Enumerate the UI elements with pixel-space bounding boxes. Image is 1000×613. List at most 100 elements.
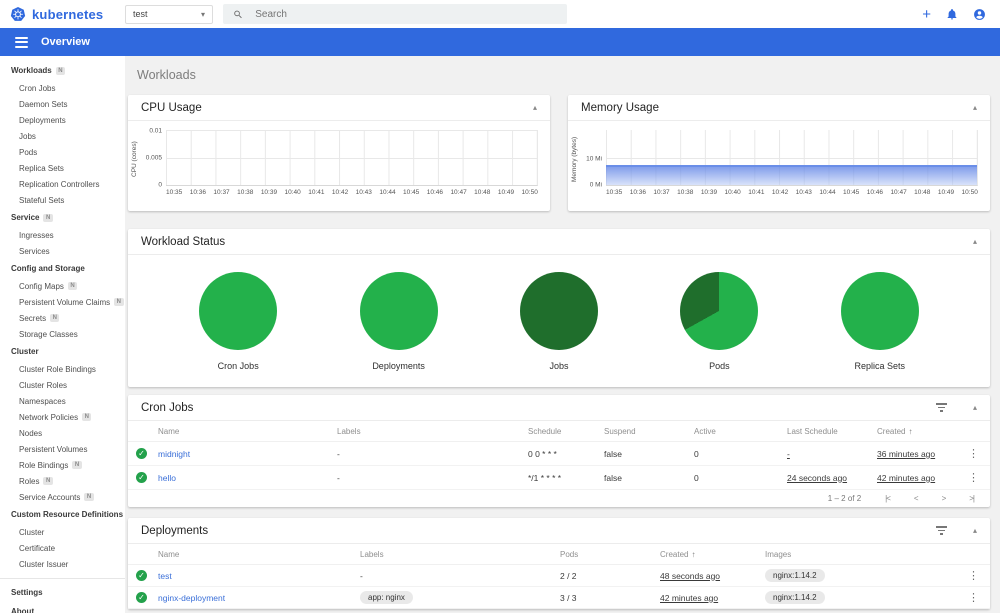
- sidebar-item-jobs[interactable]: Jobs: [19, 131, 36, 141]
- cron-job-link[interactable]: midnight: [158, 448, 191, 459]
- collapse-icon[interactable]: ▴: [972, 403, 977, 412]
- deployments-table-header: Name Labels Pods Created ↑ Images: [128, 544, 990, 565]
- image-chip: nginx:1.14.2: [765, 569, 825, 582]
- sidebar-item-nodes[interactable]: Nodes: [19, 428, 43, 438]
- namespaced-badge: N: [82, 413, 92, 421]
- collapse-icon[interactable]: ▴: [972, 103, 977, 112]
- collapse-icon[interactable]: ▴: [532, 103, 537, 112]
- sidebar-item-service-accounts[interactable]: Service Accounts N: [0, 489, 125, 505]
- memory-usage-title: Memory Usage: [581, 101, 659, 114]
- sidebar-section-config-and-storage[interactable]: Config and Storage: [11, 264, 85, 273]
- sidebar-item-cluster-role-bindings[interactable]: Cluster Role Bindings: [19, 364, 96, 374]
- column-name[interactable]: Name: [158, 549, 180, 559]
- page-breadcrumb: Overview: [41, 36, 90, 48]
- memory-usage-card: Memory Usage ▴ Memory (bytes) 10 Mi 0 Mi…: [568, 95, 990, 211]
- memory-y-axis-label: Memory (bytes): [571, 136, 578, 182]
- labels-cell: -: [360, 570, 363, 581]
- sidebar-item-role-bindings[interactable]: Role Bindings N: [0, 457, 125, 473]
- y-tick: 0.01: [149, 127, 162, 135]
- sidebar-item-ingresses[interactable]: Ingresses: [19, 230, 54, 240]
- column-name[interactable]: Name: [158, 426, 180, 436]
- kebab-menu-icon[interactable]: ⋮: [968, 448, 979, 460]
- sidebar-item-config-maps[interactable]: Config Maps N: [0, 278, 125, 294]
- first-page-icon[interactable]: |<: [885, 494, 891, 503]
- sidebar-section-workloads[interactable]: Workloads N: [0, 61, 125, 80]
- check-circle-icon: ✓: [136, 472, 147, 483]
- y-tick: 0: [158, 181, 162, 189]
- menu-icon[interactable]: [15, 36, 28, 48]
- cron-jobs-table-header: Name Labels Schedule Suspend Active Last…: [128, 421, 990, 442]
- sidebar-item-settings[interactable]: Settings: [11, 588, 43, 597]
- sidebar-item-cron-jobs[interactable]: Cron Jobs: [19, 83, 56, 93]
- deployment-link[interactable]: test: [158, 570, 172, 581]
- cron-jobs-pie-chart: [199, 271, 278, 350]
- collapse-icon[interactable]: ▴: [972, 237, 977, 246]
- top-bar: kubernetes test ▾ +: [0, 0, 1000, 28]
- sidebar-item-services[interactable]: Services: [19, 246, 50, 256]
- sidebar-item-replica-sets[interactable]: Replica Sets: [19, 163, 64, 173]
- status-pie-cron-jobs: Cron Jobs: [199, 271, 278, 371]
- sidebar-section-cluster[interactable]: Cluster: [11, 347, 39, 356]
- sidebar-item-cluster-issuer[interactable]: Cluster Issuer: [19, 559, 69, 569]
- kebab-menu-icon[interactable]: ⋮: [968, 592, 979, 604]
- column-labels[interactable]: Labels: [360, 549, 384, 559]
- column-suspend: Suspend: [604, 426, 636, 436]
- column-created[interactable]: Created ↑: [660, 549, 696, 559]
- sidebar-item-pods[interactable]: Pods: [19, 147, 38, 157]
- previous-page-icon[interactable]: <: [913, 494, 919, 503]
- namespace-selector[interactable]: test ▾: [125, 4, 213, 24]
- suspend-cell: false: [604, 448, 622, 459]
- active-cell: 0: [694, 448, 699, 459]
- sidebar-item-deployments[interactable]: Deployments: [19, 115, 66, 125]
- search-bar[interactable]: [223, 4, 567, 24]
- namespaced-badge: N: [84, 493, 94, 501]
- y-tick: 0 Mi: [589, 181, 602, 189]
- labels-cell: -: [337, 472, 340, 483]
- sidebar-item-storage-classes[interactable]: Storage Classes: [19, 329, 78, 339]
- page-title: Workloads: [137, 68, 196, 82]
- sidebar-item-stateful-sets[interactable]: Stateful Sets: [19, 195, 65, 205]
- column-active: Active: [694, 426, 716, 436]
- namespaced-badge: N: [55, 66, 66, 75]
- last-page-icon[interactable]: >|: [969, 494, 975, 503]
- search-input[interactable]: [255, 8, 557, 20]
- sidebar-item-secrets[interactable]: Secrets N: [0, 310, 125, 326]
- sidebar-item-replication-controllers[interactable]: Replication Controllers: [19, 179, 100, 189]
- namespaced-badge: N: [114, 298, 124, 306]
- sidebar-section-service[interactable]: Service N: [0, 208, 125, 227]
- sidebar-item-daemon-sets[interactable]: Daemon Sets: [19, 99, 68, 109]
- cron-job-link[interactable]: hello: [158, 472, 176, 483]
- sidebar-item-namespaces[interactable]: Namespaces: [19, 396, 66, 406]
- deployments-pie-chart: [359, 271, 438, 350]
- sidebar-item-about[interactable]: About: [11, 607, 35, 613]
- filter-icon[interactable]: [935, 526, 947, 535]
- user-icon[interactable]: [973, 8, 986, 21]
- collapse-icon[interactable]: ▴: [972, 526, 977, 535]
- sidebar-item-persistent-volume-claims[interactable]: Persistent Volume Claims N: [0, 294, 125, 310]
- sidebar-item-cluster-roles[interactable]: Cluster Roles: [19, 380, 68, 390]
- filter-icon[interactable]: [935, 403, 947, 412]
- active-cell: 0: [694, 472, 699, 483]
- kubernetes-logo[interactable]: kubernetes: [0, 6, 125, 22]
- deployment-row-test: ✓ test - 2 / 2 48 seconds ago nginx:1.14…: [128, 565, 990, 587]
- column-labels[interactable]: Labels: [337, 426, 361, 436]
- add-resource-icon[interactable]: +: [922, 5, 931, 23]
- sidebar-section-custom-resource-definitions[interactable]: Custom Resource Definitions: [11, 510, 124, 519]
- bell-icon[interactable]: [946, 8, 958, 21]
- main-content: Workloads CPU Usage ▴ CPU (cores) 0.01 0…: [125, 56, 1000, 613]
- column-pods: Pods: [560, 549, 579, 559]
- kebab-menu-icon[interactable]: ⋮: [968, 570, 979, 582]
- pods-pie-chart: [680, 271, 759, 350]
- column-created[interactable]: Created ↑: [877, 426, 913, 436]
- next-page-icon[interactable]: >: [941, 494, 947, 503]
- sidebar-item-roles[interactable]: Roles N: [0, 473, 125, 489]
- sidebar-item-network-policies[interactable]: Network Policies N: [0, 409, 125, 425]
- sidebar-item-persistent-volumes[interactable]: Persistent Volumes: [19, 444, 88, 454]
- kebab-menu-icon[interactable]: ⋮: [968, 472, 979, 484]
- namespaced-badge: N: [43, 213, 53, 222]
- deployment-link[interactable]: nginx-deployment: [158, 592, 226, 603]
- sidebar-item-cluster-crd[interactable]: Cluster: [19, 527, 45, 537]
- cpu-chart-plot: 0.01 0.005 0: [146, 128, 538, 189]
- sidebar-item-certificate[interactable]: Certificate: [19, 543, 56, 553]
- namespaced-badge: N: [72, 461, 82, 469]
